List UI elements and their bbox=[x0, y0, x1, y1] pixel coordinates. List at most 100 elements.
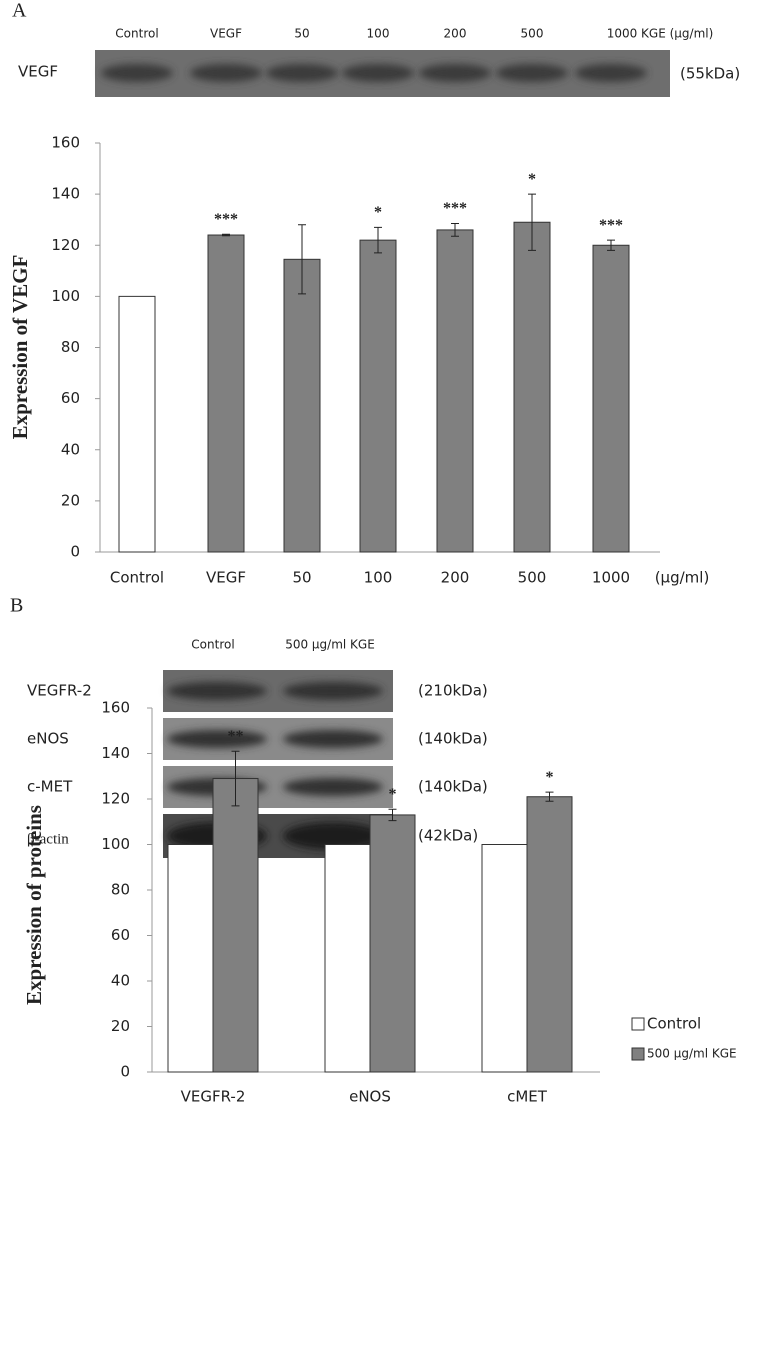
blot-band bbox=[190, 64, 262, 82]
size-label: (210kDa) bbox=[418, 682, 488, 700]
bar bbox=[207, 234, 245, 553]
y-tick-label: 100 bbox=[101, 835, 130, 853]
blot-band bbox=[167, 730, 267, 748]
bar bbox=[526, 796, 573, 1073]
protein-label: VEGF bbox=[18, 63, 58, 81]
y-tick-label: 40 bbox=[61, 440, 80, 458]
protein-label: c-MET bbox=[27, 778, 73, 796]
blot-band bbox=[283, 730, 383, 748]
error-bar bbox=[222, 233, 230, 237]
x-tick-label: Control bbox=[110, 569, 164, 587]
error-bar bbox=[374, 226, 382, 254]
x-tick-label: 50 bbox=[292, 569, 311, 587]
blot-band bbox=[283, 822, 383, 850]
bar bbox=[481, 844, 528, 1073]
size-label: (140kDa) bbox=[418, 730, 488, 748]
y-tick-label: 80 bbox=[111, 881, 130, 899]
error-bar bbox=[607, 239, 615, 251]
lane-label: 200 bbox=[444, 27, 467, 41]
y-tick-label: 160 bbox=[101, 699, 130, 717]
size-label: (55kDa) bbox=[680, 65, 740, 83]
lane-label: 100 bbox=[367, 27, 390, 41]
bar bbox=[436, 229, 474, 553]
significance-label: *** bbox=[443, 200, 467, 217]
y-tick-label: 160 bbox=[51, 134, 80, 152]
y-tick-label: 140 bbox=[51, 185, 80, 203]
error-bar bbox=[528, 193, 536, 251]
significance-label: * bbox=[546, 769, 554, 786]
error-bar bbox=[298, 224, 306, 295]
x-tick-label: cMET bbox=[507, 1088, 548, 1106]
legend-swatch bbox=[631, 1017, 645, 1031]
significance-label: * bbox=[389, 786, 397, 803]
blot-band bbox=[496, 64, 568, 82]
error-bar bbox=[388, 808, 397, 822]
x-tick-label: VEGFR-2 bbox=[181, 1088, 246, 1106]
y-axis-label: Expression of proteins bbox=[22, 805, 46, 1005]
y-tick-label: 0 bbox=[120, 1063, 130, 1081]
bar bbox=[283, 258, 321, 553]
blot-band bbox=[266, 64, 338, 82]
error-bar bbox=[545, 791, 554, 802]
y-tick-label: 60 bbox=[111, 926, 130, 944]
bar bbox=[212, 778, 259, 1073]
bar bbox=[359, 239, 397, 553]
lane-label: VEGF bbox=[210, 27, 242, 41]
western-blot bbox=[95, 50, 670, 97]
protein-label: β-actin bbox=[27, 831, 69, 847]
y-tick-label: 40 bbox=[111, 972, 130, 990]
y-tick-label: 20 bbox=[111, 1017, 130, 1035]
significance-label: ** bbox=[228, 728, 244, 745]
legend-label: Control bbox=[647, 1015, 701, 1033]
significance-label: * bbox=[528, 171, 536, 188]
significance-label: *** bbox=[214, 211, 238, 228]
bar bbox=[513, 221, 551, 553]
lane-label: Control bbox=[115, 27, 158, 41]
y-tick-label: 120 bbox=[51, 236, 80, 254]
blot-band bbox=[342, 64, 414, 82]
x-tick-label: 100 bbox=[364, 569, 393, 587]
panel-label: A bbox=[12, 0, 27, 22]
y-tick-label: 80 bbox=[61, 338, 80, 356]
error-bar bbox=[451, 223, 459, 237]
x-tick-label: eNOS bbox=[349, 1088, 391, 1106]
y-tick-label: 20 bbox=[61, 491, 80, 509]
x-tick-label: 200 bbox=[441, 569, 470, 587]
lane-label: Control bbox=[191, 638, 234, 652]
x-unit-label: (µg/ml) bbox=[655, 569, 710, 587]
x-tick-label: VEGF bbox=[206, 569, 246, 587]
y-axis-label: Expression of VEGF bbox=[8, 255, 32, 440]
bar bbox=[118, 295, 156, 553]
lane-label: 500 bbox=[521, 27, 544, 41]
lane-label: 1000 KGE (µg/ml) bbox=[607, 27, 714, 41]
bar bbox=[592, 244, 630, 553]
error-bar bbox=[231, 750, 240, 807]
bar bbox=[369, 814, 416, 1073]
lane-label: 500 µg/ml KGE bbox=[285, 638, 375, 652]
x-tick-label: 1000 bbox=[592, 569, 630, 587]
western-blot bbox=[163, 670, 393, 858]
bar bbox=[167, 844, 214, 1073]
blot-band bbox=[419, 64, 491, 82]
blot-band bbox=[167, 682, 267, 700]
blot-band bbox=[283, 778, 383, 796]
y-tick-label: 0 bbox=[70, 543, 80, 561]
protein-label: VEGFR-2 bbox=[27, 682, 92, 700]
blot-band bbox=[575, 64, 647, 82]
size-label: (140kDa) bbox=[418, 778, 488, 796]
blot-band bbox=[283, 682, 383, 700]
lane-label: 50 bbox=[294, 27, 309, 41]
y-tick-label: 120 bbox=[101, 790, 130, 808]
bar bbox=[324, 844, 371, 1073]
legend-swatch bbox=[631, 1047, 645, 1061]
panel-label: B bbox=[10, 595, 23, 617]
protein-label: eNOS bbox=[27, 730, 69, 748]
y-tick-label: 60 bbox=[61, 389, 80, 407]
blot-band bbox=[101, 64, 173, 82]
size-label: (42kDa) bbox=[418, 827, 478, 845]
legend-label: 500 µg/ml KGE bbox=[647, 1047, 737, 1061]
significance-label: *** bbox=[599, 217, 623, 234]
x-tick-label: 500 bbox=[518, 569, 547, 587]
y-tick-label: 100 bbox=[51, 287, 80, 305]
